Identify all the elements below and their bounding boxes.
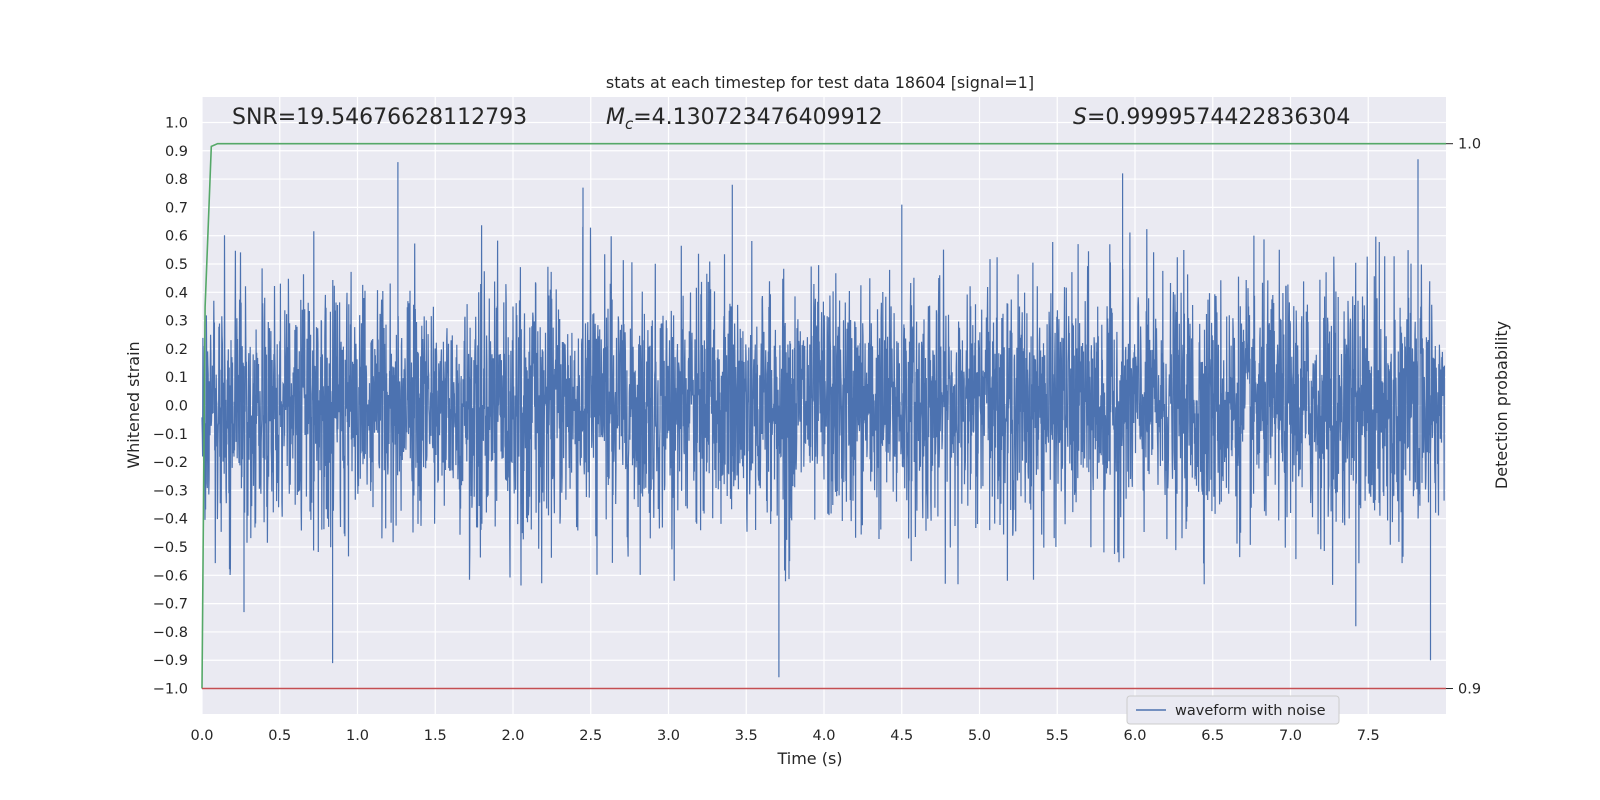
chirp-mass-subscript: c [625,115,634,133]
y-tick-label: 0.3 [165,314,188,330]
y-tick-label: 0.6 [165,229,188,245]
x-tick-label: 5.0 [968,728,991,744]
y2-tick-label: 1.0 [1458,137,1481,153]
x-tick-label: 7.5 [1357,728,1380,744]
y-tick-label: 0.0 [165,399,188,415]
y2-axis-label: Detection probability [1492,321,1511,489]
x-tick-label: 4.5 [890,728,913,744]
x-tick-label: 5.5 [1046,728,1069,744]
tick-labels: 0.0 0.5 1.0 1.5 2.0 2.5 3.0 3.5 4.0 4.5 5.0 5.5 6.0 6… [153,115,1481,744]
y-tick-label: −1.0 [153,682,188,698]
y-tick-label: 0.9 [165,144,188,160]
y2-tick-label: 0.9 [1458,682,1481,698]
legend-label-waveform: waveform with noise [1175,703,1326,719]
y-tick-label: −0.1 [153,427,188,443]
x-tick-label: 7.0 [1279,728,1302,744]
y-tick-label: −0.6 [153,568,188,584]
y-tick-label: −0.5 [153,540,188,556]
chirp-mass-symbol: M [606,105,625,130]
statistic-annotation: S=0.9999574422836304 [1073,105,1350,130]
statistic-symbol: S [1073,105,1087,130]
x-tick-label: 0.5 [268,728,291,744]
legend: waveform with noise [1126,695,1340,725]
x-tick-label: 3.0 [657,728,680,744]
x-tick-label: 6.0 [1123,728,1146,744]
x-tick-label: 4.0 [812,728,835,744]
y-tick-label: 1.0 [165,115,188,131]
x-tick-label: 3.5 [735,728,758,744]
series-layer [201,142,1446,690]
y-axis-label: Whitened strain [124,341,143,468]
y-tick-label: −0.3 [153,483,188,499]
x-axis-label: Time (s) [776,749,842,768]
y-tick-label: 0.7 [165,200,188,216]
waveform-line [201,159,1445,678]
detection-probability-line [201,142,1446,689]
y-tick-label: 0.5 [165,257,188,273]
x-tick-label: 0.0 [190,728,213,744]
y-tick-label: 0.1 [165,370,188,386]
y-tick-label: 0.8 [165,172,188,188]
y-tick-label: 0.4 [165,285,188,301]
y-tick-label: −0.4 [153,512,188,528]
x-tick-label: 1.5 [424,728,447,744]
x-tick-label: 6.5 [1201,728,1224,744]
snr-annotation: SNR=19.54676628112793 [232,105,527,130]
chirp-mass-value: =4.130723476409912 [633,105,882,130]
legend-box [1126,695,1340,725]
chart-title: stats at each timestep for test data 186… [606,73,1034,92]
statistic-value: =0.9999574422836304 [1087,105,1350,130]
x-tick-label: 2.0 [501,728,524,744]
y-tick-label: −0.2 [153,455,188,471]
x-tick-label: 2.5 [579,728,602,744]
x-tick-label: 1.0 [346,728,369,744]
y-tick-label: −0.9 [153,653,188,669]
y-tick-label: −0.8 [153,625,188,641]
y-tick-label: −0.7 [153,597,188,613]
y-tick-label: 0.2 [165,342,188,358]
chirp-mass-annotation: Mc=4.130723476409912 [606,105,883,133]
